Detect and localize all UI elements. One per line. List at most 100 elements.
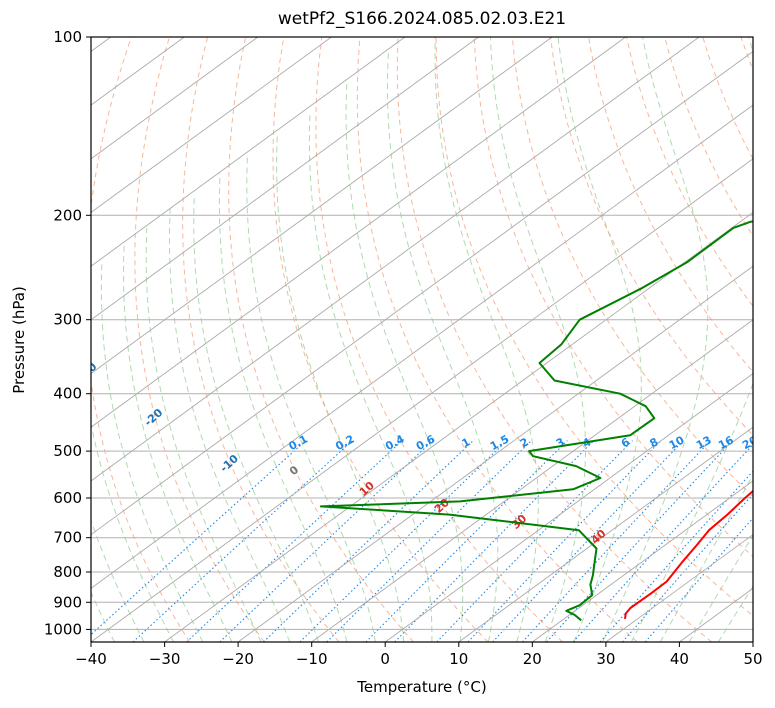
y-tick-label: 800 — [53, 563, 82, 581]
plot-frame — [90, 36, 754, 643]
background-line-labels: 0.10.20.40.611.52346810131620253036-100-… — [76, 360, 775, 547]
mixing-ratio-label: 1 — [460, 435, 473, 450]
dry-adiabat-line — [664, 37, 753, 237]
mixing-ratio-line — [522, 440, 711, 642]
mixing-ratio-line — [263, 440, 474, 642]
isotherm-line — [532, 480, 753, 642]
isotherm-line — [91, 37, 332, 214]
mixing-ratio-line — [326, 440, 532, 642]
dewpoint-profile-line — [319, 220, 753, 622]
y-tick-label: 200 — [53, 206, 82, 224]
y-tick-label: 500 — [53, 442, 82, 460]
x-tick-label: −10 — [296, 650, 328, 668]
dry-adiabat-line — [511, 37, 753, 498]
moist-adiabat-line — [276, 132, 405, 642]
mixing-ratio-label: 13 — [694, 433, 714, 452]
y-tick-label: 900 — [53, 593, 82, 611]
moist-adiabat-line — [387, 49, 499, 642]
moist-adiabats — [91, 37, 753, 642]
dry-adiabat-label: -30 — [76, 360, 100, 383]
isotherm-line — [679, 587, 753, 642]
x-axis-ticks: −40 −30 −20 −10 0 10 20 30 40 50 — [75, 642, 763, 668]
isotherm-line — [91, 37, 259, 160]
mixing-ratio-line — [91, 440, 307, 636]
mixing-ratio-lines — [91, 440, 753, 642]
dry-adiabat-label: -20 — [142, 406, 166, 429]
dry-adiabat-label: -10 — [218, 452, 242, 475]
mixing-ratio-label: 10 — [667, 433, 687, 452]
dry-adiabat-line — [228, 37, 414, 642]
dry-adiabat-line — [473, 37, 753, 558]
x-tick-label: 10 — [449, 650, 468, 668]
dry-adiabat-line — [91, 37, 191, 642]
moist-adiabat-line — [193, 195, 319, 642]
x-axis-title: Temperature (°C) — [356, 678, 486, 696]
dry-adiabat-line — [134, 37, 265, 642]
dry-adiabat-line — [435, 37, 753, 617]
isotherm-line — [91, 37, 479, 321]
dry-adiabat-line — [740, 37, 753, 72]
mixing-ratio-line — [599, 470, 753, 642]
y-tick-label: 600 — [53, 489, 82, 507]
mixing-ratio-label: 2 — [518, 435, 531, 450]
x-tick-label: −30 — [149, 650, 181, 668]
profile-series — [319, 220, 753, 622]
mixing-ratio-label: 1.5 — [488, 432, 511, 453]
moist-adiabat-line — [145, 227, 262, 642]
moist-adiabat-line — [100, 262, 204, 642]
mixing-ratio-label: 0.4 — [383, 432, 407, 453]
mixing-ratio-line — [436, 440, 633, 642]
isotherm-line — [458, 426, 753, 642]
mixing-ratio-label: 0.6 — [414, 432, 438, 453]
moist-adiabat-line — [434, 37, 539, 642]
y-axis-title: Pressure (hPa) — [10, 286, 28, 394]
mixing-ratio-line — [622, 493, 753, 642]
x-tick-label: 20 — [523, 650, 542, 668]
mixing-ratio-label: 0.1 — [287, 432, 310, 453]
y-tick-label: 400 — [53, 385, 82, 403]
dry-adiabat-line — [356, 37, 638, 642]
moist-adiabat-line — [308, 114, 433, 642]
dry-adiabat-line — [549, 37, 753, 436]
y-tick-label: 700 — [53, 529, 82, 547]
moist-adiabat-line — [91, 518, 145, 642]
mixing-ratio-line — [132, 440, 353, 642]
moist-adiabat-line — [490, 37, 586, 642]
dry-adiabats — [91, 37, 753, 642]
mixing-ratio-label: 3 — [554, 435, 567, 450]
isotherm-line — [605, 534, 753, 642]
dry-adiabat-line — [315, 37, 563, 642]
isotherm-line — [237, 265, 753, 642]
dry-adiabat-line — [588, 37, 753, 373]
mixing-ratio-label: 25 — [765, 433, 775, 452]
mixing-ratio-line — [572, 443, 753, 642]
moist-adiabat-line — [169, 208, 291, 642]
isotherm-line — [311, 319, 753, 642]
x-tick-label: 40 — [670, 650, 689, 668]
moist-adiabat-line — [345, 83, 464, 642]
isotherm-line — [91, 37, 626, 428]
chart-title: wetPf2_S166.2024.085.02.03.E21 — [278, 9, 566, 29]
mixing-ratio-label: 16 — [716, 433, 736, 452]
mixing-ratio-line — [546, 440, 734, 642]
y-tick-label: 100 — [53, 28, 82, 46]
y-axis-ticks: 100 200 300 400 500 600 700 800 900 1000 — [44, 28, 91, 638]
x-tick-label: −20 — [222, 650, 254, 668]
mixing-ratio-line — [219, 440, 434, 642]
moist-adiabat-line — [218, 173, 348, 642]
dry-adiabat-label: 0 — [287, 463, 302, 478]
x-tick-label: 30 — [596, 650, 615, 668]
isotherm-line — [91, 37, 406, 267]
y-tick-label: 1000 — [44, 620, 82, 638]
isotherm-line — [91, 104, 753, 589]
mixing-ratio-line — [467, 440, 662, 642]
moist-adiabat-line — [557, 37, 642, 642]
mixing-ratio-line — [299, 440, 508, 642]
x-tick-label: −40 — [75, 650, 107, 668]
y-tick-label: 300 — [53, 311, 82, 329]
dry-adiabat-line — [626, 37, 753, 307]
mixing-ratio-line — [394, 440, 595, 642]
isotherm-line — [384, 372, 753, 642]
moist-adiabat-line — [630, 37, 753, 642]
